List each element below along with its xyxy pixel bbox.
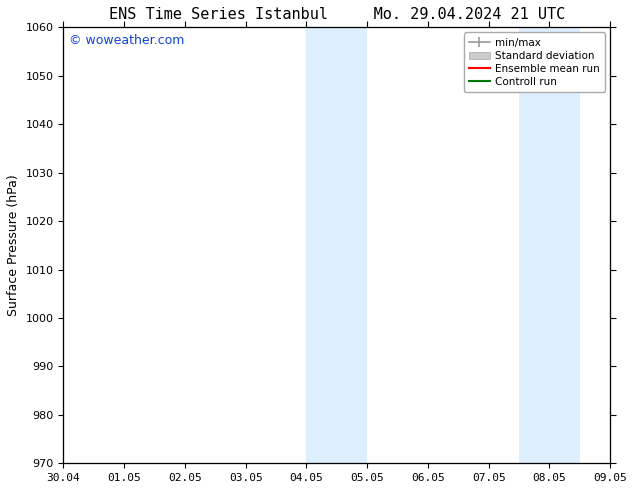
Bar [550,27,580,464]
Bar [337,27,367,464]
Y-axis label: Surface Pressure (hPa): Surface Pressure (hPa) [7,174,20,316]
Text: © woweather.com: © woweather.com [69,34,184,47]
Title: ENS Time Series Istanbul     Mo. 29.04.2024 21 UTC: ENS Time Series Istanbul Mo. 29.04.2024 … [108,7,565,22]
Bar [519,27,550,464]
Bar [306,27,337,464]
Legend: min/max, Standard deviation, Ensemble mean run, Controll run: min/max, Standard deviation, Ensemble me… [463,32,605,92]
